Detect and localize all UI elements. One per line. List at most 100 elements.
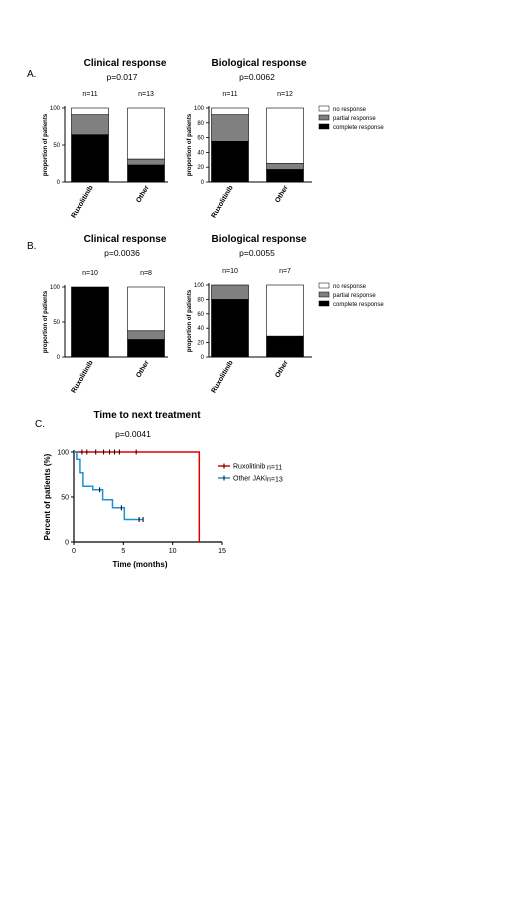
bar-segment-none bbox=[71, 107, 109, 115]
chart-b2-pvalue: p=0.0055 bbox=[239, 248, 275, 258]
km-pvalue: p=0.0041 bbox=[115, 429, 151, 439]
km-x-axis-label: Time (months) bbox=[113, 560, 168, 569]
km-legend-label: Other JAKi bbox=[233, 476, 267, 483]
legend-swatch bbox=[318, 282, 330, 289]
bar-segment-complete bbox=[211, 299, 249, 358]
legend-1: no response partial response complete resp… bbox=[318, 282, 384, 308]
bar-segment-complete bbox=[127, 164, 165, 183]
y-tick-label: 0 bbox=[201, 355, 205, 361]
panel-label-c: C. bbox=[35, 419, 45, 430]
km-curve-0 bbox=[74, 451, 201, 542]
bar-n-label: n=11 bbox=[222, 91, 237, 98]
bar-category-label: Ruxolitinib bbox=[211, 360, 235, 395]
legend-label: partial response bbox=[333, 293, 376, 299]
km-legend-label: Ruxolitinib bbox=[233, 464, 265, 471]
bar-category-label: Ruxolitinib bbox=[211, 185, 235, 220]
bar-segment-complete bbox=[127, 339, 165, 358]
bar-segment-partial bbox=[71, 114, 109, 135]
chart-b2-title: Biological response bbox=[211, 234, 306, 245]
y-axis-label: proportion of patients bbox=[43, 290, 49, 353]
legend-swatch bbox=[318, 291, 330, 298]
y-tick-label: 100 bbox=[50, 106, 61, 112]
y-axis-label: proportion of patients bbox=[187, 113, 193, 176]
bar-segment-partial bbox=[127, 158, 165, 166]
km-y-tick-label: 100 bbox=[57, 450, 69, 457]
y-tick-label: 100 bbox=[194, 283, 205, 289]
bar-category-label: Other bbox=[135, 184, 151, 204]
bar-n-label: n=8 bbox=[140, 270, 152, 277]
km-legend-n: n=13 bbox=[267, 477, 283, 484]
bar-n-label: n=10 bbox=[222, 268, 238, 275]
bar-n-label: n=10 bbox=[82, 270, 98, 277]
y-tick-label: 20 bbox=[197, 165, 204, 171]
panel-label-b: B. bbox=[27, 241, 36, 252]
bar-category-label: Other bbox=[274, 184, 290, 204]
legend-swatch bbox=[318, 114, 330, 121]
bar-segment-complete bbox=[266, 169, 304, 183]
km-y-tick-label: 50 bbox=[61, 495, 69, 502]
bar-segment-partial bbox=[266, 163, 304, 170]
bar-segment-complete bbox=[211, 141, 249, 183]
y-tick-label: 60 bbox=[197, 136, 204, 142]
chart-a1-title: Clinical response bbox=[84, 58, 167, 69]
chart-b1-title: Clinical response bbox=[84, 234, 167, 245]
legend-label: partial response bbox=[333, 116, 376, 122]
y-tick-label: 60 bbox=[197, 312, 204, 318]
y-tick-label: 0 bbox=[57, 355, 61, 361]
y-tick-label: 0 bbox=[201, 180, 205, 186]
bar-segment-none bbox=[211, 107, 249, 115]
km-curve-1 bbox=[74, 451, 144, 521]
legend-label: complete response bbox=[333, 302, 384, 308]
bar-segment-none bbox=[127, 286, 165, 332]
km-legend-n: n=11 bbox=[267, 465, 282, 472]
chart-b1-pvalue: p=0.0036 bbox=[104, 248, 140, 258]
legend-label: no response bbox=[333, 107, 367, 113]
km-x-tick-label: 0 bbox=[72, 548, 76, 555]
y-tick-label: 50 bbox=[53, 320, 60, 326]
y-tick-label: 40 bbox=[197, 150, 204, 156]
bar-segment-complete bbox=[71, 286, 109, 358]
bar-segment-none bbox=[266, 107, 304, 164]
y-tick-label: 80 bbox=[197, 121, 204, 127]
y-tick-label: 40 bbox=[197, 326, 204, 332]
bar-category-label: Other bbox=[274, 359, 290, 379]
bar-segment-partial bbox=[127, 330, 165, 340]
bar-category-label: Ruxolitinib bbox=[71, 360, 95, 395]
panel-label-a: A. bbox=[27, 69, 36, 80]
bar-category-label: Ruxolitinib bbox=[71, 185, 95, 220]
bar-n-label: n=12 bbox=[277, 91, 293, 98]
legend-label: no response bbox=[333, 284, 367, 290]
km-x-tick-label: 5 bbox=[121, 548, 125, 555]
bar-segment-none bbox=[266, 284, 304, 337]
bar-n-label: n=11 bbox=[82, 91, 97, 98]
bar-n-label: n=13 bbox=[138, 91, 154, 98]
bar-segment-none bbox=[127, 107, 165, 160]
km-y-axis-label: Percent of patients (%) bbox=[43, 453, 52, 540]
chart-a1-pvalue: p=0.017 bbox=[107, 72, 138, 82]
bar-segment-complete bbox=[71, 134, 109, 183]
legend-swatch bbox=[318, 105, 330, 112]
y-tick-label: 50 bbox=[53, 143, 60, 149]
y-tick-label: 100 bbox=[194, 106, 205, 112]
bar-segment-partial bbox=[211, 284, 249, 300]
bar-n-label: n=7 bbox=[279, 268, 291, 275]
bar-category-label: Other bbox=[135, 359, 151, 379]
chart-a2-pvalue: p=0.0062 bbox=[239, 72, 275, 82]
y-axis-label: proportion of patients bbox=[187, 289, 193, 352]
y-tick-label: 0 bbox=[57, 180, 61, 186]
bar-segment-partial bbox=[211, 114, 249, 142]
y-tick-label: 100 bbox=[50, 285, 61, 291]
km-title: Time to next treatment bbox=[93, 410, 201, 421]
legend-swatch bbox=[318, 123, 330, 130]
y-axis-label: proportion of patients bbox=[43, 113, 49, 176]
y-tick-label: 80 bbox=[197, 297, 204, 303]
bar-segment-complete bbox=[266, 335, 304, 358]
km-x-tick-label: 15 bbox=[218, 548, 226, 555]
km-x-tick-label: 10 bbox=[169, 548, 177, 555]
legend-swatch bbox=[318, 300, 330, 307]
